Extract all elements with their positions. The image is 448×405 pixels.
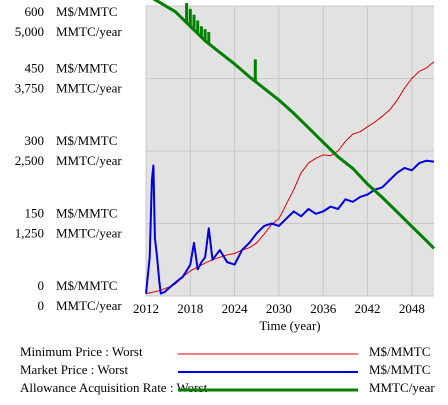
legend-label: Market Price : Worst (20, 362, 129, 377)
legend-entry-min-price: Minimum Price : Worst M$/MMTC (0, 344, 448, 362)
y-tick-label: 0 (38, 298, 45, 313)
y-tick-label: 600 (25, 4, 45, 19)
x-axis-label: Time (year) (259, 318, 320, 333)
x-tick-label: 2048 (399, 301, 425, 316)
y-tick-label: 3,750 (15, 81, 44, 96)
x-tick-label: 2018 (177, 301, 203, 316)
y-axis-unit-label: M$/MMTC (56, 278, 117, 293)
legend-unit: MMTC/year (369, 380, 435, 395)
y-axis-unit-label: MMTC/year (56, 81, 122, 96)
y-axis-unit-label: M$/MMTC (56, 4, 117, 19)
y-axis-unit-label: M$/MMTC (56, 61, 117, 76)
legend-swatch (178, 353, 358, 355)
y-tick-label: 1,250 (15, 226, 44, 241)
x-tick-label: 2036 (310, 301, 337, 316)
legend-swatch (178, 388, 358, 392)
y-tick-label: 5,000 (15, 24, 44, 39)
x-tick-label: 2030 (266, 301, 292, 316)
series-layer (145, 0, 436, 295)
legend-label: Allowance Acquisition Rate : Worst (20, 380, 208, 395)
y-tick-label: 150 (25, 206, 45, 221)
y-axis-unit-label: MMTC/year (56, 153, 122, 168)
legend-entry-acquisition-rate: Allowance Acquisition Rate : Worst MMTC/… (0, 380, 448, 398)
y-axis-unit-label: M$/MMTC (56, 133, 117, 148)
grid-lines (145, 5, 434, 297)
y-axis-unit-label: MMTC/year (56, 226, 122, 241)
y-axis-unit-label: MMTC/year (56, 24, 122, 39)
y-tick-label: 0 (38, 278, 45, 293)
x-tick-label: 2012 (133, 301, 159, 316)
legend-unit: M$/MMTC (369, 362, 431, 377)
legend-unit: M$/MMTC (369, 344, 431, 359)
series-line (145, 61, 435, 295)
y-tick-label: 2,500 (15, 153, 44, 168)
x-axis-ticks: 2012 2018 2024 2030 2036 2042 2048 (133, 301, 425, 316)
legend-label: Minimum Price : Worst (20, 344, 143, 359)
y-axis-unit-label: MMTC/year (56, 298, 122, 313)
legend-swatch (178, 371, 358, 373)
y-tick-label: 450 (25, 61, 45, 76)
x-tick-label: 2024 (222, 301, 249, 316)
y-axis-unit-label: M$/MMTC (56, 206, 117, 221)
y-tick-label: 300 (25, 133, 45, 148)
y-axis-labels: 600 M$/MMTC 5,000 MMTC/year 450 M$/MMTC 3,750 M… (15, 4, 123, 313)
legend-entry-market-price: Market Price : Worst M$/MMTC (0, 362, 448, 380)
x-tick-label: 2042 (355, 301, 381, 316)
series-line (152, 0, 436, 250)
